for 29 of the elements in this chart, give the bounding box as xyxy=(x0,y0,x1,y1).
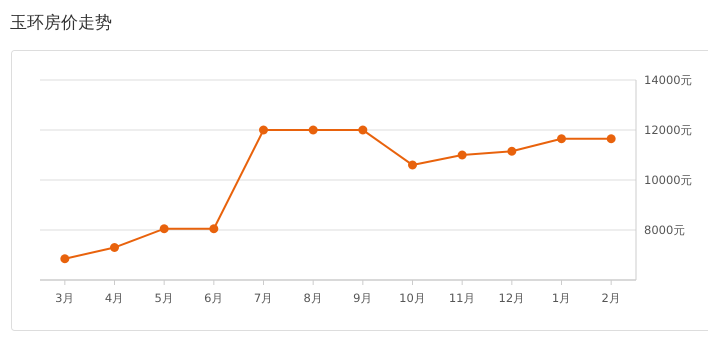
point xyxy=(408,160,417,170)
point xyxy=(160,224,169,234)
xtick: 5月 xyxy=(154,291,174,305)
xtick: 1月 xyxy=(552,291,572,305)
ytick: 14000元 xyxy=(644,73,693,87)
point xyxy=(606,134,616,144)
xtick: 11月 xyxy=(448,291,476,305)
xtick: 4月 xyxy=(104,291,124,305)
point xyxy=(60,254,70,264)
point xyxy=(308,126,318,134)
xtick: 10月 xyxy=(399,291,426,305)
point xyxy=(209,224,218,234)
point xyxy=(507,146,516,156)
xtick: 8月 xyxy=(304,291,323,305)
point xyxy=(557,134,566,144)
xtick: 12月 xyxy=(498,291,526,305)
ytick: 12000元 xyxy=(644,123,693,137)
title: 玉环房价走势 xyxy=(10,13,112,33)
ytick: 10000元 xyxy=(644,173,693,187)
point xyxy=(458,150,467,160)
xtick: 7月 xyxy=(254,291,274,305)
xtick: 3月 xyxy=(55,291,74,305)
point xyxy=(110,243,119,252)
point xyxy=(259,126,268,134)
xtick: 2月 xyxy=(602,291,621,305)
xtick: 6月 xyxy=(204,291,224,305)
xtick: 9月 xyxy=(353,291,372,305)
point xyxy=(358,126,368,134)
ytick: 8000元 xyxy=(644,223,686,237)
